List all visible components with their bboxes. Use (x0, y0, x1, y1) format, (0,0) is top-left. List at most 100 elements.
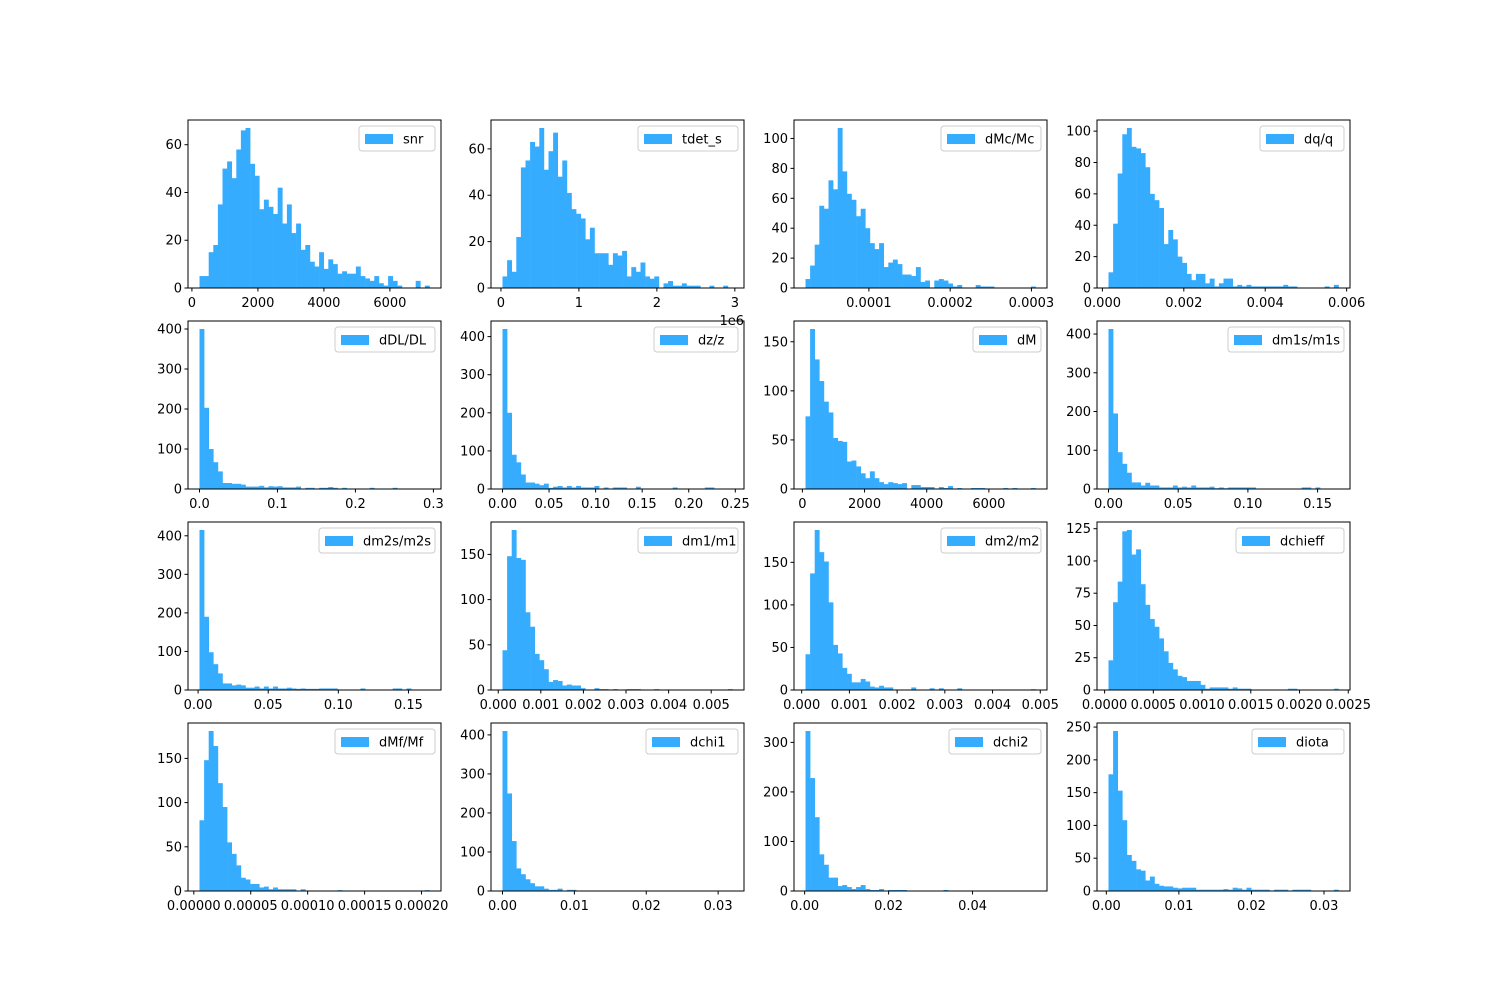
legend-swatch (979, 335, 1007, 345)
y-tick-label: 400 (460, 728, 485, 743)
x-tick-label: 0.02 (632, 899, 661, 914)
x-tick-label: 3 (731, 296, 739, 311)
y-tick-label: 60 (771, 192, 788, 207)
histogram-bar (379, 283, 384, 288)
legend-swatch (644, 536, 672, 546)
x-tick-label: 0.0 (189, 497, 210, 512)
histogram-bar (1173, 669, 1178, 690)
histogram-bar (200, 276, 205, 288)
histogram-bar (842, 171, 847, 288)
x-tick-label: 0.0025 (1325, 698, 1371, 713)
histogram-bar (516, 462, 521, 489)
histogram-bar (301, 250, 306, 288)
x-tick-label: 0.003 (926, 698, 963, 713)
histogram-bar (416, 281, 421, 288)
histogram-bar (521, 874, 526, 891)
y-tick-label: 100 (157, 796, 182, 811)
histogram-bar (333, 264, 338, 288)
y-tick-label: 150 (460, 548, 485, 563)
histogram-bar (1168, 230, 1173, 288)
histogram-bar (1118, 173, 1123, 288)
histogram-bar (1132, 861, 1137, 891)
histogram-bar (296, 224, 301, 288)
legend-label: dm1/m1 (682, 535, 737, 550)
histogram-bar (641, 262, 646, 288)
y-tick-label: 250 (1066, 721, 1091, 736)
x-tick-label: 0.05 (254, 698, 283, 713)
histogram-bar (507, 793, 512, 891)
histogram-bar (1187, 681, 1192, 690)
y-tick-label: 100 (460, 845, 485, 860)
legend-swatch (1258, 737, 1286, 747)
y-tick-label: 40 (771, 222, 788, 237)
x-tick-label: 0.03 (1310, 899, 1339, 914)
y-tick-label: 20 (468, 235, 485, 250)
y-tick-label: 50 (771, 433, 788, 448)
histogram-bar (1127, 855, 1132, 891)
histogram-bar (856, 216, 861, 288)
legend-label: dchieff (1280, 535, 1325, 550)
legend-swatch (1242, 536, 1270, 546)
histogram-bar (1164, 886, 1169, 891)
histogram-bar (549, 682, 554, 690)
histogram-bar (1182, 263, 1187, 288)
histogram-bar (521, 475, 526, 489)
histogram-bar (553, 680, 558, 690)
histogram-bar (200, 820, 205, 891)
histogram-bar (204, 760, 209, 891)
histogram-bar (526, 612, 531, 690)
histogram-bar (861, 885, 866, 891)
histogram-bar (875, 478, 880, 489)
histogram-bar (1109, 329, 1114, 489)
histogram-bar (819, 552, 824, 690)
histogram-bar (209, 731, 214, 891)
x-tick-label: 2 (653, 296, 661, 311)
x-tick-label: 0.05 (1164, 497, 1193, 512)
histogram-bar (833, 189, 838, 288)
histogram-bar (232, 484, 237, 489)
histogram-bar (1159, 886, 1164, 891)
histogram-bar (1141, 584, 1146, 690)
histogram-bar (255, 884, 260, 891)
histogram-bar (829, 412, 834, 489)
y-tick-label: 100 (1066, 444, 1091, 459)
histogram-bar (236, 865, 241, 891)
histogram-bar (898, 264, 903, 288)
histogram-bar (1196, 274, 1201, 288)
x-tick-label: 6000 (972, 497, 1005, 512)
histogram-bar (819, 854, 824, 891)
x-tick-label: 0.00020 (395, 899, 449, 914)
x-tick-label: 0.10 (581, 497, 610, 512)
histogram-bar (562, 685, 567, 690)
histogram-bar (911, 276, 916, 288)
histogram-bar (1201, 685, 1206, 690)
histogram-bar (865, 228, 870, 288)
histogram-bar (1168, 663, 1173, 690)
histogram-bar (227, 683, 232, 690)
legend-label: dm2s/m2s (363, 535, 431, 550)
y-tick-label: 0 (477, 483, 485, 498)
histogram-bar (305, 245, 310, 288)
histogram-bar (1122, 531, 1127, 690)
histogram-bar (227, 161, 232, 288)
y-tick-label: 0 (780, 885, 788, 900)
histogram-bar (664, 283, 669, 288)
x-tick-label: 0.004 (650, 698, 687, 713)
histogram-bar (870, 243, 875, 288)
x-tick-label: 0.03 (704, 899, 733, 914)
histogram-bar (388, 276, 393, 288)
histogram-bar (1136, 869, 1141, 891)
histogram-bar (218, 783, 223, 891)
y-tick-label: 0 (174, 282, 182, 297)
histogram-bar (856, 682, 861, 690)
histogram-bar (507, 413, 512, 489)
histogram-bar (282, 224, 287, 288)
histogram-bar (1141, 486, 1146, 489)
histogram-bar (1228, 279, 1233, 288)
y-tick-label: 0 (477, 885, 485, 900)
histogram-bar (645, 276, 650, 288)
histogram-bar (879, 243, 884, 288)
